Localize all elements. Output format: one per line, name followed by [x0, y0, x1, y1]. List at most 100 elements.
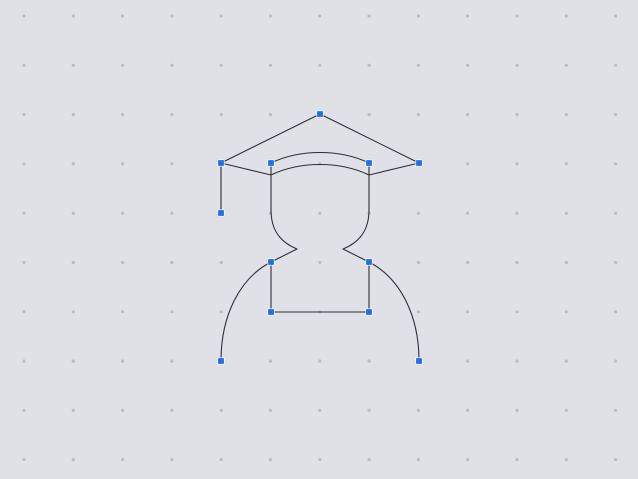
grid-dot: [219, 260, 223, 265]
grid-dot: [170, 14, 174, 18]
grid-dot: [367, 113, 371, 117]
grid-dot: [71, 310, 75, 314]
anchor-handle[interactable]: [217, 357, 225, 365]
grid-dot: [564, 211, 568, 215]
grid-dot: [121, 211, 125, 215]
grid-dot: [71, 359, 75, 363]
grid-dot: [170, 458, 174, 462]
grid-dot: [22, 458, 26, 462]
grid-dot: [71, 458, 75, 462]
collar-path[interactable]: [270, 261, 370, 313]
grid-dot: [22, 260, 26, 265]
grid-dot: [416, 211, 420, 215]
grid-dot: [466, 211, 470, 215]
grid-dot: [416, 458, 420, 462]
grid-dot: [564, 162, 568, 166]
grid-dot: [614, 113, 618, 117]
grid-dot: [466, 113, 470, 117]
grid-dot: [71, 113, 75, 117]
grid-dot: [22, 14, 26, 18]
anchor-handle[interactable]: [316, 110, 324, 118]
grid-dot: [170, 310, 174, 314]
grid-dot: [416, 14, 420, 18]
anchor-handle[interactable]: [267, 308, 275, 316]
grid-dot: [268, 14, 273, 18]
anchor-handle[interactable]: [267, 258, 275, 266]
grid-dot: [219, 113, 223, 117]
grid-dot: [515, 14, 519, 18]
grid-dot: [318, 63, 322, 67]
grid-dot: [121, 408, 125, 412]
grid-dot: [268, 408, 273, 412]
grid-dot: [71, 260, 75, 265]
grid-dot: [564, 113, 568, 117]
grid-dot: [515, 310, 519, 314]
anchor-handle[interactable]: [365, 258, 373, 266]
shoulder-right-path[interactable]: [368, 261, 420, 362]
grid-dot: [268, 359, 273, 363]
grid-dot: [170, 260, 174, 265]
grid-dot: [515, 260, 519, 265]
grid-dot: [416, 113, 420, 117]
grid-dot: [614, 260, 618, 265]
grid-dot: [22, 63, 26, 67]
head-right-path[interactable]: [342, 162, 370, 263]
anchor-handle[interactable]: [415, 159, 423, 167]
cap-band-upper-path[interactable]: [270, 152, 370, 164]
grid-dot: [22, 113, 26, 117]
grid-dot: [367, 359, 371, 363]
head-path[interactable]: [270, 162, 298, 263]
anchor-handle[interactable]: [365, 308, 373, 316]
anchor-handle[interactable]: [217, 159, 225, 167]
grid-dot: [614, 14, 618, 18]
grid-dot: [219, 310, 223, 314]
grid-dot: [71, 14, 75, 18]
grid-dot: [564, 14, 568, 18]
cap-board-left-path[interactable]: [220, 162, 272, 176]
grid-dot: [170, 408, 174, 412]
anchor-handle[interactable]: [267, 159, 275, 167]
grid-dot: [367, 14, 371, 18]
shoulder-left-path[interactable]: [220, 261, 272, 362]
grid-dot: [614, 458, 618, 462]
grid-dot: [121, 113, 125, 117]
grid-dot: [22, 162, 26, 166]
grid-dot: [170, 162, 174, 166]
grid-dot: [466, 458, 470, 462]
grid-dot: [614, 408, 618, 412]
cap-board-path[interactable]: [220, 113, 420, 176]
grid-dot: [121, 162, 125, 166]
grid-dot: [318, 359, 322, 363]
grid-dot: [564, 359, 568, 363]
grid-dot: [71, 211, 75, 215]
dot-grid: [22, 14, 618, 462]
grid-dot: [515, 113, 519, 117]
grid-dot: [170, 359, 174, 363]
grid-dot: [515, 211, 519, 215]
grid-dot: [22, 211, 26, 215]
grid-dot: [614, 310, 618, 314]
grid-dot: [318, 14, 322, 18]
grid-dot: [466, 408, 470, 412]
anchor-points[interactable]: [217, 110, 423, 365]
anchor-handle[interactable]: [365, 159, 373, 167]
grid-dot: [515, 458, 519, 462]
cap-band-lower-path[interactable]: [270, 164, 370, 176]
grid-dot: [515, 408, 519, 412]
grid-dot: [268, 458, 273, 462]
grid-dot: [614, 211, 618, 215]
grid-dot: [416, 408, 420, 412]
grid-dot: [71, 408, 75, 412]
grid-dot: [367, 63, 371, 67]
graduate-icon[interactable]: [220, 113, 420, 362]
grid-dot: [564, 458, 568, 462]
grid-dot: [71, 162, 75, 166]
grid-dot: [318, 211, 322, 215]
grid-dot: [219, 63, 223, 67]
anchor-handle[interactable]: [217, 209, 225, 217]
grid-dot: [219, 14, 223, 18]
grid-dot: [121, 14, 125, 18]
anchor-handle[interactable]: [415, 357, 423, 365]
grid-dot: [466, 260, 470, 265]
